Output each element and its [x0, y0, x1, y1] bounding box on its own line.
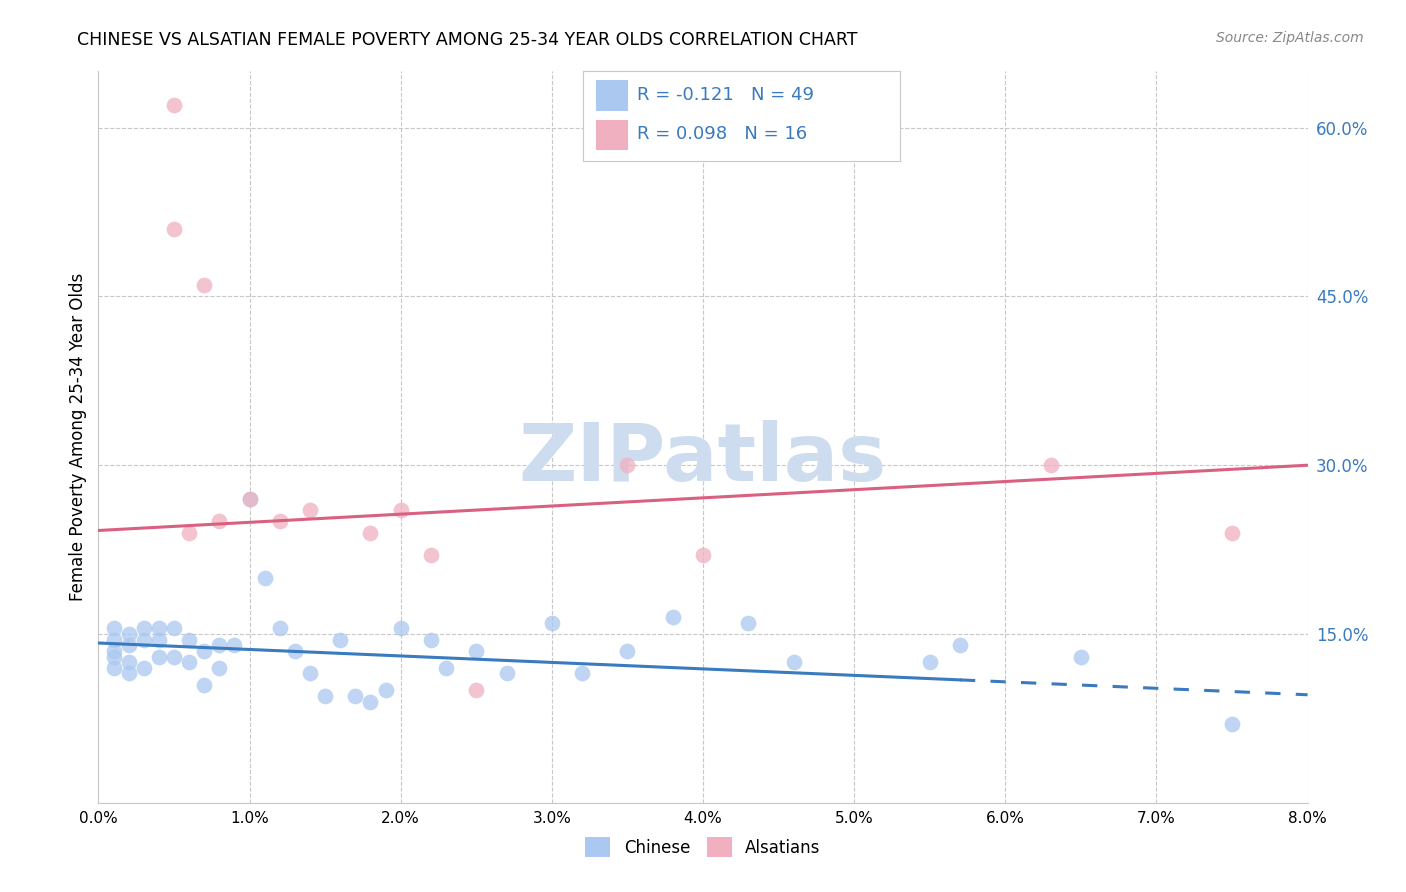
- Point: [1039, 458, 1062, 473]
- Point: [737, 615, 759, 630]
- Point: [783, 655, 806, 669]
- Point: [224, 638, 246, 652]
- Point: [193, 644, 215, 658]
- Text: Source: ZipAtlas.com: Source: ZipAtlas.com: [1216, 31, 1364, 45]
- Point: [420, 632, 443, 647]
- Point: [163, 621, 186, 635]
- Point: [299, 666, 322, 681]
- Point: [163, 98, 186, 112]
- Point: [103, 661, 125, 675]
- Point: [239, 491, 262, 506]
- Point: [1070, 649, 1092, 664]
- Point: [179, 655, 201, 669]
- Point: [103, 621, 125, 635]
- Point: [918, 655, 941, 669]
- Point: [148, 649, 170, 664]
- Point: [193, 278, 215, 293]
- Point: [208, 515, 231, 529]
- Point: [420, 548, 443, 562]
- Point: [571, 666, 593, 681]
- Point: [163, 649, 186, 664]
- Point: [616, 644, 638, 658]
- Point: [284, 644, 307, 658]
- Point: [103, 649, 125, 664]
- Point: [949, 638, 972, 652]
- Point: [132, 661, 155, 675]
- Point: [314, 689, 336, 703]
- Text: ZIPatlas: ZIPatlas: [519, 420, 887, 498]
- Text: R = 0.098   N = 16: R = 0.098 N = 16: [637, 125, 807, 143]
- Point: [389, 621, 412, 635]
- Point: [495, 666, 517, 681]
- Point: [299, 503, 322, 517]
- Point: [329, 632, 352, 647]
- Point: [465, 683, 488, 698]
- Bar: [596, 120, 627, 150]
- Point: [269, 621, 291, 635]
- Point: [118, 655, 141, 669]
- Text: CHINESE VS ALSATIAN FEMALE POVERTY AMONG 25-34 YEAR OLDS CORRELATION CHART: CHINESE VS ALSATIAN FEMALE POVERTY AMONG…: [77, 31, 858, 49]
- Point: [1220, 717, 1243, 731]
- Point: [239, 491, 262, 506]
- Point: [193, 678, 215, 692]
- Point: [344, 689, 367, 703]
- Point: [465, 644, 488, 658]
- Point: [434, 661, 457, 675]
- Point: [148, 621, 170, 635]
- Point: [374, 683, 396, 698]
- Point: [132, 621, 155, 635]
- Point: [253, 571, 276, 585]
- Legend: Chinese, Alsatians: Chinese, Alsatians: [579, 830, 827, 864]
- Y-axis label: Female Poverty Among 25-34 Year Olds: Female Poverty Among 25-34 Year Olds: [69, 273, 87, 601]
- Text: R = -0.121   N = 49: R = -0.121 N = 49: [637, 87, 814, 104]
- Point: [132, 632, 155, 647]
- Point: [269, 515, 291, 529]
- Point: [103, 632, 125, 647]
- Point: [179, 525, 201, 540]
- Point: [389, 503, 412, 517]
- Point: [103, 644, 125, 658]
- Point: [118, 638, 141, 652]
- Bar: [596, 80, 627, 111]
- Point: [692, 548, 714, 562]
- Point: [118, 627, 141, 641]
- Point: [179, 632, 201, 647]
- Point: [118, 666, 141, 681]
- Point: [1220, 525, 1243, 540]
- Point: [163, 222, 186, 236]
- Point: [208, 661, 231, 675]
- Point: [148, 632, 170, 647]
- Point: [208, 638, 231, 652]
- Point: [360, 694, 382, 708]
- Point: [661, 610, 683, 624]
- Point: [360, 525, 382, 540]
- Point: [616, 458, 638, 473]
- Point: [540, 615, 562, 630]
